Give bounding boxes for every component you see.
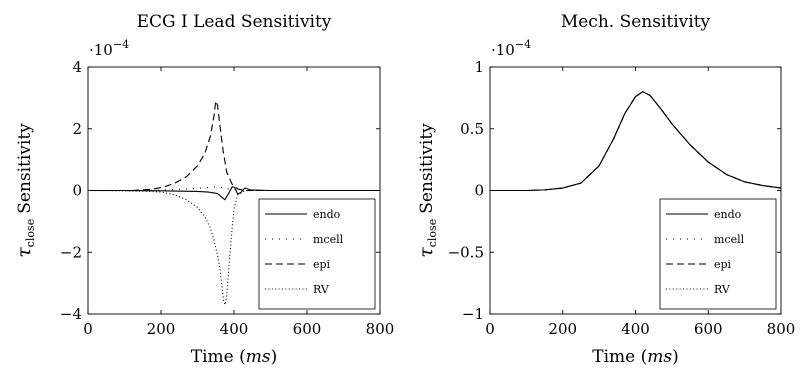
legend: endo mcell epi RV xyxy=(659,198,777,310)
y-tick-label: −4 xyxy=(60,305,82,323)
chart-title: Mech. Sensitivity xyxy=(561,12,711,32)
series-line-endo xyxy=(490,91,781,192)
x-tick-label: 200 xyxy=(147,320,176,338)
series-line-rv xyxy=(88,189,380,306)
chart-title: ECG I Lead Sensitivity xyxy=(137,12,332,32)
y-tick-label: 0 xyxy=(72,182,82,200)
chart-2: Mech. Sensitivity ·10−4 0 200 400 600 800 −1 −0.… xyxy=(415,12,795,367)
x-tick-label: 800 xyxy=(767,320,796,338)
series-line-rv xyxy=(490,91,781,192)
legend-label-mcell: mcell xyxy=(714,233,745,246)
series-line-epi xyxy=(490,91,781,192)
x-tick-label: 400 xyxy=(621,320,650,338)
legend-label-endo: endo xyxy=(714,208,742,221)
y-axis-label: τcloseSensitivity xyxy=(13,123,37,258)
plot-area xyxy=(490,91,781,192)
x-tick-label: 800 xyxy=(366,320,395,338)
x-axis-label: Time (ms) xyxy=(191,347,278,367)
legend-label-rv: RV xyxy=(714,283,731,296)
x-tick-label: 600 xyxy=(293,320,322,338)
legend-label-rv: RV xyxy=(313,283,330,296)
y-tick-label: −2 xyxy=(60,243,82,261)
chart-1: ECG I Lead Sensitivity ·10−4 0 200 400 600 800… xyxy=(13,12,394,367)
y-tick-label: 2 xyxy=(72,120,82,138)
y-tick-label: −0.5 xyxy=(448,243,484,261)
x-tick-label: 200 xyxy=(548,320,577,338)
legend-label-endo: endo xyxy=(313,208,341,221)
legend-label-epi: epi xyxy=(714,258,732,271)
y-axis-multiplier: ·10−4 xyxy=(491,38,531,59)
y-tick-label: 4 xyxy=(72,58,82,76)
y-axis-label: τcloseSensitivity xyxy=(415,123,439,258)
plot-area xyxy=(88,100,380,306)
y-tick-label: 0.5 xyxy=(460,120,484,138)
y-tick-label: 1 xyxy=(474,58,484,76)
series-line-mcell xyxy=(490,91,781,192)
x-tick-label: 0 xyxy=(83,320,93,338)
y-axis-multiplier: ·10−4 xyxy=(89,38,129,59)
legend: endo mcell epi RV xyxy=(258,198,376,310)
x-tick-label: 0 xyxy=(485,320,495,338)
series-line-epi xyxy=(88,100,380,192)
series-line-endo xyxy=(88,186,380,201)
y-tick-label: −1 xyxy=(462,305,484,323)
x-tick-label: 400 xyxy=(220,320,249,338)
y-tick-label: 0 xyxy=(474,182,484,200)
legend-label-mcell: mcell xyxy=(313,233,344,246)
x-axis-label: Time (ms) xyxy=(592,347,679,367)
legend-label-epi: epi xyxy=(313,258,331,271)
legend-box xyxy=(258,198,376,310)
legend-box xyxy=(659,198,777,310)
x-tick-label: 600 xyxy=(694,320,723,338)
